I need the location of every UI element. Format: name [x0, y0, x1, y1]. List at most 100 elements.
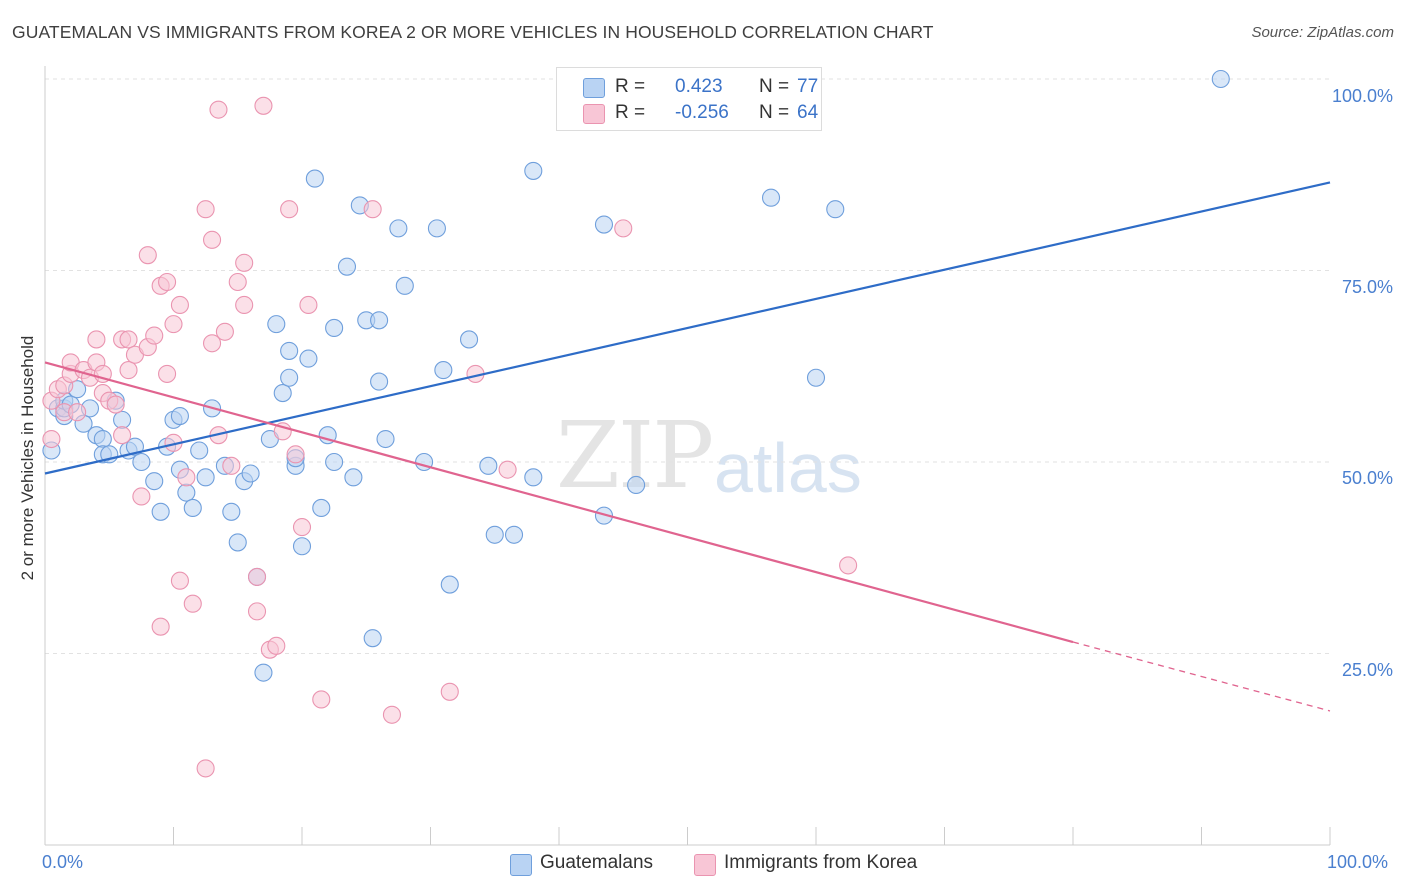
guatemalan-point — [434, 361, 453, 380]
guatemalan-point — [427, 219, 446, 238]
korea-trend-extension — [1072, 641, 1331, 712]
x-tick-label: 100.0% — [1327, 852, 1389, 872]
guatemalan-point — [292, 537, 312, 556]
guatemalan-point — [280, 341, 299, 360]
guatemalan-point — [376, 429, 395, 449]
stats-legend: R = 0.423 N = 77 R = -0.256 N = 64 — [556, 67, 822, 131]
korea-point — [113, 426, 132, 445]
korea-point — [267, 636, 286, 655]
y-tick-label: 50.0% — [1341, 468, 1393, 488]
legend-swatch-blue — [510, 854, 532, 876]
guatemalan-point — [145, 472, 164, 491]
korea-point — [299, 295, 318, 315]
guatemalan-point — [280, 368, 299, 387]
guatemalan-point — [337, 257, 357, 276]
korea-point — [158, 272, 177, 292]
korea-point — [170, 571, 189, 590]
legend-swatch-pink — [583, 104, 605, 124]
watermark-atlas: atlas — [714, 429, 862, 507]
korea-point — [42, 429, 61, 449]
korea-point — [312, 690, 331, 709]
y-axis-label: 2 or more Vehicles in Household — [18, 335, 37, 581]
guatemalan-point — [479, 456, 498, 475]
guatemalan-point — [594, 215, 614, 234]
guatemalan-point — [485, 525, 504, 544]
korea-point — [235, 295, 254, 315]
guatemalan-point — [761, 188, 781, 207]
guatemalan-point — [183, 498, 202, 518]
guatemalan-point — [389, 219, 408, 238]
legend-r-label: R = — [615, 102, 646, 123]
guatemalan-point — [151, 502, 170, 521]
guatemalan-point — [190, 441, 209, 460]
guatemalan-point — [273, 384, 292, 403]
guatemalan-point — [132, 452, 151, 472]
guatemalan-point — [305, 169, 324, 188]
korea-point — [215, 322, 234, 341]
guatemalan-point — [228, 533, 247, 552]
korea-point — [68, 403, 87, 422]
korea-trend-line — [44, 361, 1074, 644]
korea-point — [183, 594, 202, 613]
korea-point — [209, 100, 228, 119]
guatemalan-point — [312, 498, 331, 518]
legend-label: Immigrants from Korea — [724, 852, 918, 873]
korea-point — [170, 295, 189, 315]
guatemalan-point — [241, 464, 260, 483]
guatemalan-point — [524, 468, 543, 487]
korea-point — [839, 556, 858, 575]
korea-point — [280, 200, 299, 219]
guatemalan-point — [196, 468, 215, 487]
guatemalan-point — [504, 525, 524, 544]
guatemalan-point — [627, 475, 646, 495]
guatemalan-point — [395, 276, 414, 295]
guatemalan-point — [113, 410, 132, 429]
guatemalan-point — [1211, 69, 1230, 89]
korea-point — [228, 272, 247, 292]
korea-point — [222, 456, 241, 475]
korea-point — [235, 253, 254, 272]
guatemalan-point — [170, 406, 189, 426]
legend-r-value: -0.256 — [675, 102, 729, 123]
korea-point — [106, 395, 125, 414]
guatemalan-point — [325, 452, 344, 472]
y-tick-label: 100.0% — [1331, 86, 1393, 106]
y-tick-label: 25.0% — [1341, 660, 1393, 680]
guatemalan-point — [93, 429, 112, 449]
korea-point — [196, 200, 215, 219]
x-tick-label: 0.0% — [42, 852, 84, 872]
guatemalan-point — [344, 468, 363, 487]
korea-point — [138, 246, 157, 265]
korea-point — [151, 617, 170, 636]
korea-point — [614, 219, 633, 238]
guatemalan-point — [177, 483, 196, 502]
legend-swatch-pink — [694, 854, 716, 876]
korea-point — [87, 330, 106, 349]
guatemalan-point — [806, 368, 826, 387]
guatemalan-point — [370, 311, 389, 330]
korea-point — [203, 230, 222, 249]
chart-title: GUATEMALAN VS IMMIGRANTS FROM KOREA 2 OR… — [12, 22, 934, 42]
guatemalan-point — [267, 315, 286, 334]
korea-point — [145, 326, 164, 345]
korea-point — [203, 334, 222, 353]
legend-n-label: N = — [759, 76, 790, 97]
korea-point — [119, 361, 138, 380]
korea-point — [177, 468, 196, 487]
korea-point — [254, 96, 273, 115]
legend-label: Guatemalans — [540, 852, 654, 873]
chart-source: Source: ZipAtlas.com — [1251, 24, 1394, 41]
korea-point — [498, 460, 517, 479]
guatemalan-point — [299, 349, 318, 368]
korea-point — [286, 445, 305, 464]
guatemalan-point — [459, 330, 479, 349]
korea-point — [382, 705, 402, 724]
legend-r-value: 0.423 — [675, 76, 723, 97]
guatemalan-point — [254, 663, 273, 682]
korea-point — [196, 759, 215, 778]
korea-point — [93, 364, 112, 383]
korea-point — [292, 518, 312, 537]
guatemalan-point — [125, 437, 144, 456]
korea-point — [247, 567, 267, 586]
